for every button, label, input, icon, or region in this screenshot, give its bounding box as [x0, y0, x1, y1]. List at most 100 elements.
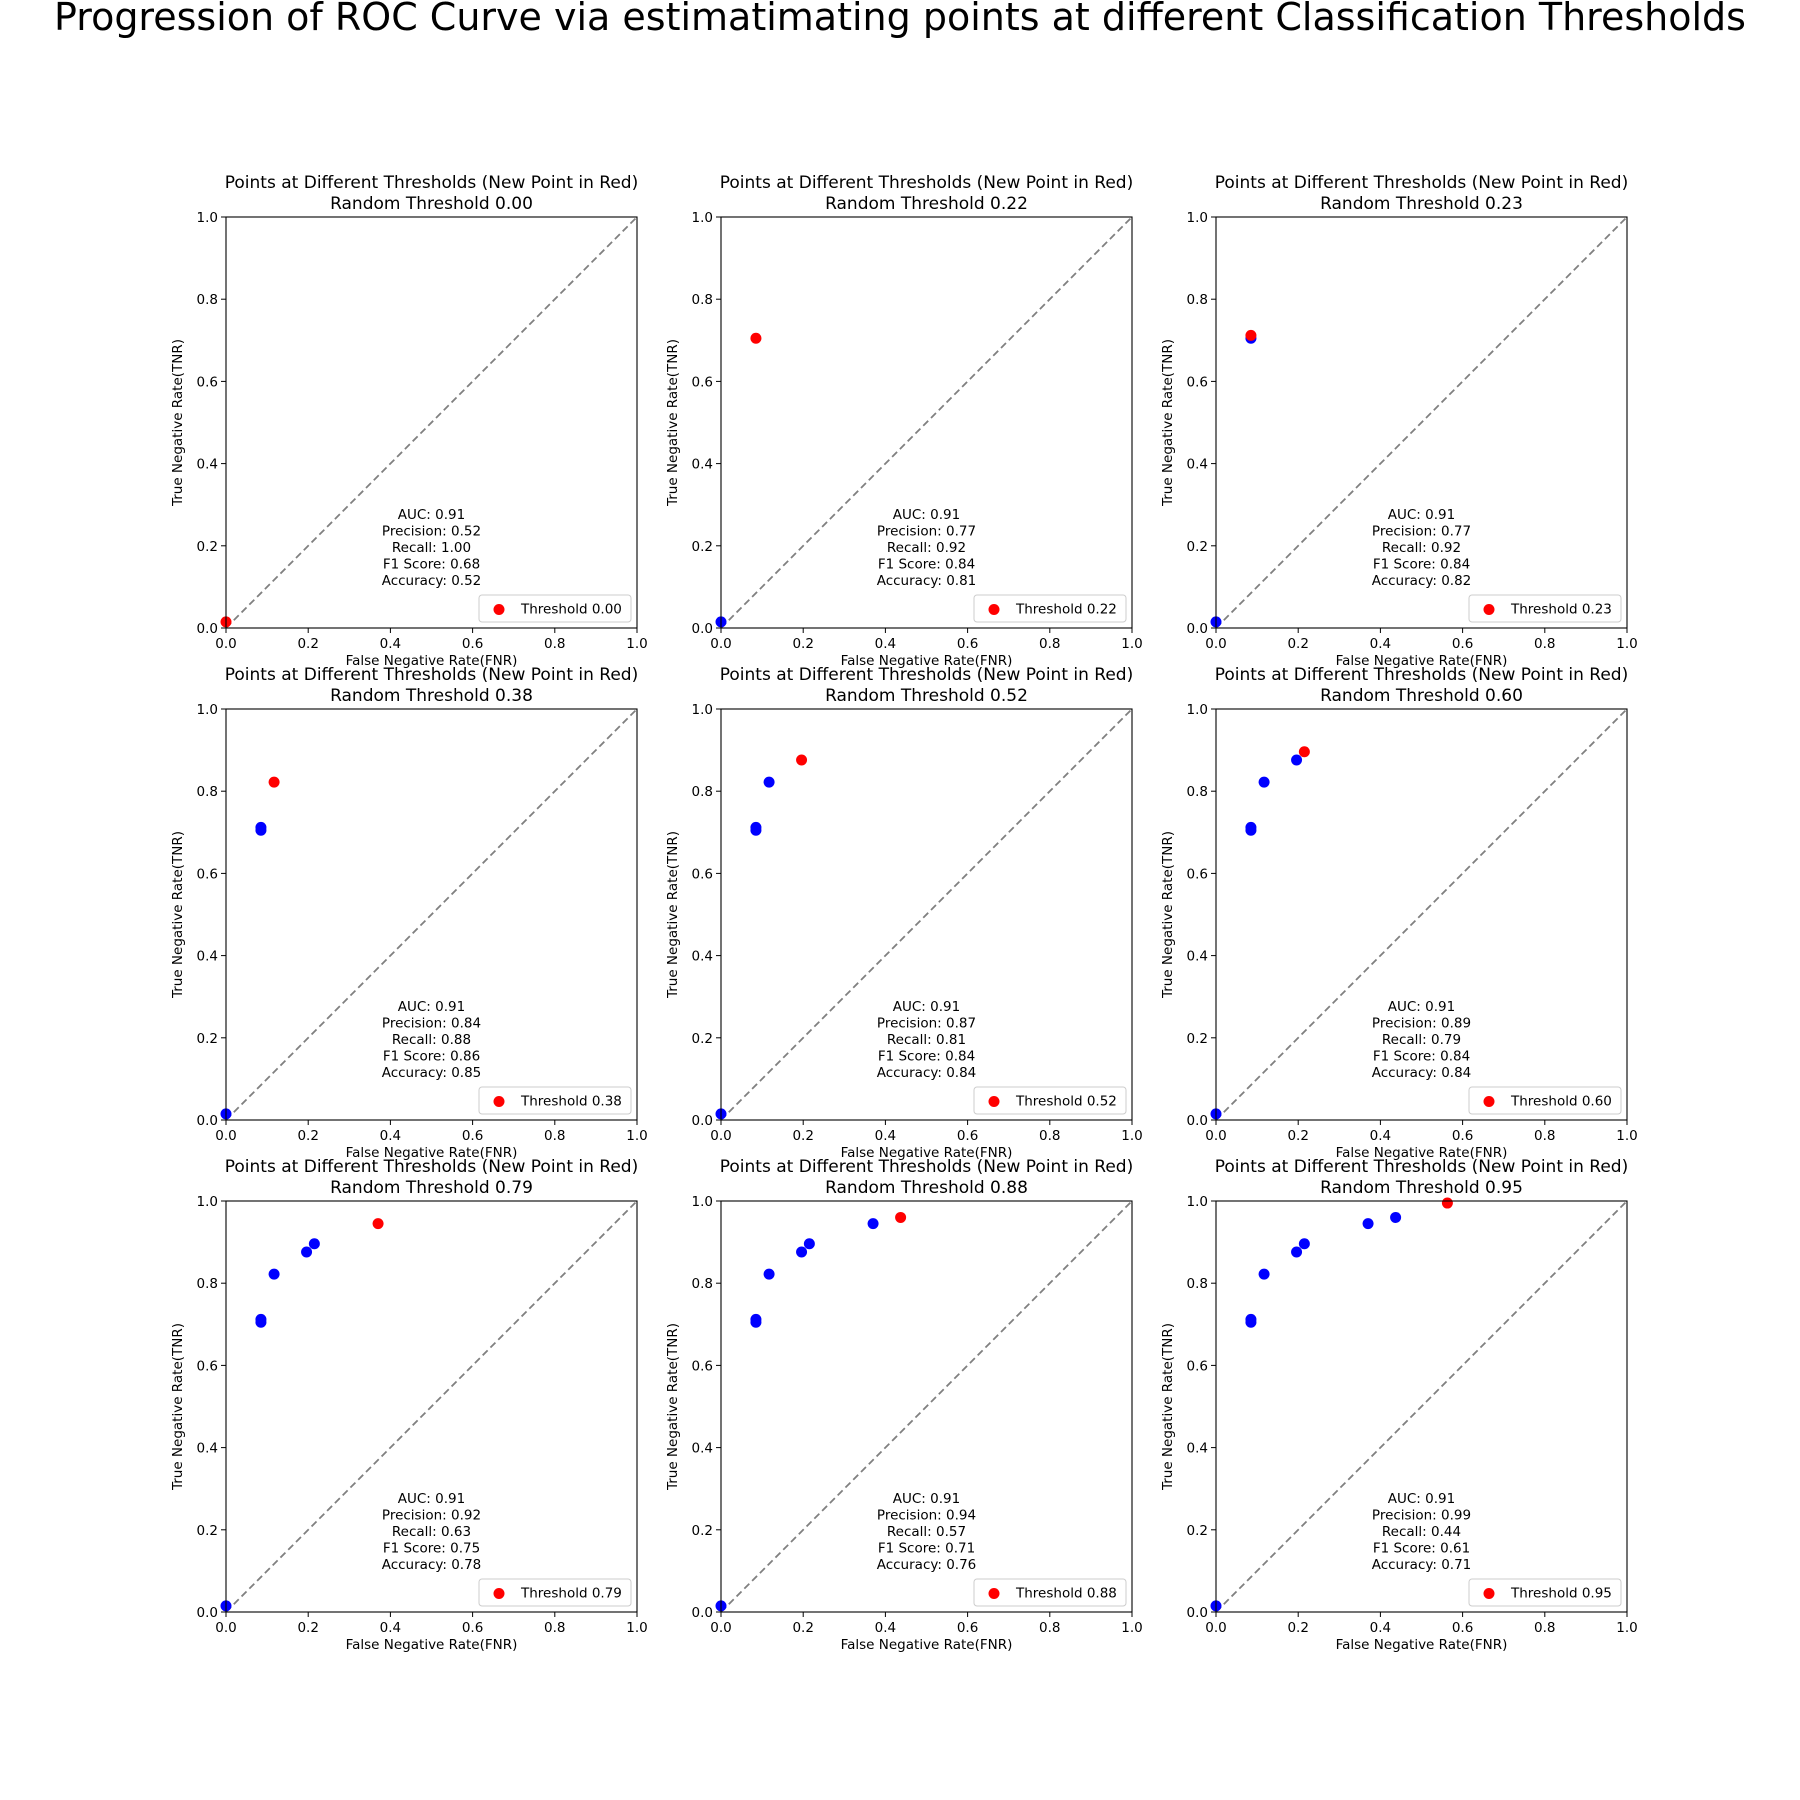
y-tick-label: 1.0 [1187, 702, 1208, 718]
metric-text: Recall: 0.81 [887, 1032, 966, 1048]
x-tick-label: 0.4 [875, 1128, 896, 1144]
subplot-1: Points at Different Thresholds (New Poin… [170, 173, 648, 669]
legend-box [1468, 1086, 1622, 1115]
metric-text: F1 Score: 0.84 [878, 1049, 975, 1065]
x-axis-label: False Negative Rate(FNR) [841, 1637, 1013, 1653]
metric-text: Accuracy: 0.76 [877, 1557, 977, 1573]
metric-text: Recall: 0.57 [887, 1524, 966, 1540]
metric-text: AUC: 0.91 [398, 507, 465, 523]
x-axis-label: False Negative Rate(FNR) [1336, 1637, 1508, 1653]
x-axis-label: False Negative Rate(FNR) [346, 1145, 518, 1161]
subplot-subtitle: Random Threshold 0.52 [825, 686, 1028, 706]
axes-frame [720, 216, 1133, 629]
x-tick-label: 1.0 [1616, 1128, 1637, 1144]
metric-text: Accuracy: 0.78 [382, 1557, 482, 1573]
previous-threshold-point [268, 1268, 280, 1280]
y-tick-label: 1.0 [197, 702, 218, 718]
x-tick-label: 1.0 [1616, 1620, 1637, 1636]
y-tick-label: 0.2 [692, 539, 713, 555]
previous-threshold-point [1298, 1238, 1310, 1250]
legend-box [973, 1578, 1127, 1607]
y-tick-label: 0.0 [692, 621, 713, 637]
y-tick-label: 0.4 [197, 949, 218, 965]
metric-text: Recall: 0.63 [392, 1524, 471, 1540]
legend-marker [493, 604, 505, 615]
y-tick-label: 0.6 [1187, 374, 1208, 390]
legend-marker [493, 1096, 505, 1107]
x-tick-label: 0.4 [380, 1620, 401, 1636]
axes-frame [1215, 1200, 1628, 1613]
x-tick-label: 0.4 [380, 1128, 401, 1144]
x-tick-label: 0.6 [1452, 636, 1473, 652]
legend-marker [988, 1588, 1000, 1599]
x-tick-label: 0.6 [462, 1128, 483, 1144]
y-tick-label: 1.0 [197, 1194, 218, 1210]
y-tick-label: 0.8 [1187, 292, 1208, 308]
x-tick-label: 0.8 [1534, 1620, 1555, 1636]
x-tick-label: 0.0 [1205, 1620, 1226, 1636]
previous-threshold-point [1362, 1218, 1374, 1230]
x-axis-label: False Negative Rate(FNR) [346, 1637, 518, 1653]
new-threshold-point [1245, 329, 1257, 341]
x-tick-label: 0.8 [544, 636, 565, 652]
axes-frame [1215, 216, 1628, 629]
y-tick-label: 0.6 [197, 374, 218, 390]
y-axis-label: True Negative Rate(TNR) [1160, 1323, 1176, 1491]
x-tick-label: 0.0 [710, 1128, 731, 1144]
x-tick-label: 0.0 [215, 1128, 236, 1144]
previous-threshold-point [750, 821, 762, 833]
x-tick-label: 0.6 [462, 1620, 483, 1636]
y-tick-label: 0.6 [1187, 866, 1208, 882]
y-tick-label: 0.4 [692, 457, 713, 473]
x-tick-label: 0.2 [1287, 1128, 1308, 1144]
x-tick-label: 0.8 [544, 1128, 565, 1144]
x-tick-label: 0.4 [1370, 636, 1391, 652]
y-axis-label: True Negative Rate(TNR) [1160, 339, 1176, 507]
diagonal-reference-line [1215, 1200, 1628, 1613]
previous-threshold-point [1245, 821, 1257, 833]
previous-threshold-point [763, 776, 775, 788]
metric-text: Recall: 1.00 [392, 540, 471, 556]
previous-threshold-point [750, 1313, 762, 1325]
y-axis-label: True Negative Rate(TNR) [1160, 831, 1176, 999]
y-axis-label: True Negative Rate(TNR) [665, 339, 681, 507]
y-tick-label: 0.0 [197, 1113, 218, 1129]
legend-label: Threshold 0.00 [520, 602, 622, 618]
x-tick-label: 0.2 [1287, 636, 1308, 652]
y-tick-label: 0.2 [1187, 539, 1208, 555]
axes-frame [225, 1200, 638, 1613]
y-tick-label: 0.6 [197, 866, 218, 882]
x-tick-label: 0.0 [1205, 1128, 1226, 1144]
x-tick-label: 1.0 [1121, 1128, 1142, 1144]
metric-text: Recall: 0.92 [1382, 540, 1461, 556]
x-tick-label: 0.4 [1370, 1128, 1391, 1144]
y-tick-label: 0.4 [1187, 949, 1208, 965]
new-threshold-point [1441, 1197, 1453, 1209]
new-threshold-point [750, 332, 762, 344]
x-tick-label: 0.0 [215, 1620, 236, 1636]
x-tick-label: 0.2 [297, 636, 318, 652]
x-tick-label: 0.8 [1039, 1620, 1060, 1636]
subplot-title: Points at Different Thresholds (New Poin… [720, 173, 1133, 193]
x-tick-label: 0.4 [875, 1620, 896, 1636]
axes-frame [225, 708, 638, 1121]
previous-threshold-point [308, 1238, 320, 1250]
x-tick-label: 0.0 [215, 636, 236, 652]
subplot-7: Points at Different Thresholds (New Poin… [170, 1157, 648, 1653]
metric-text: F1 Score: 0.86 [383, 1049, 480, 1065]
y-tick-label: 0.8 [197, 292, 218, 308]
y-tick-label: 0.4 [692, 1441, 713, 1457]
metric-text: AUC: 0.91 [893, 999, 960, 1015]
subplot-title: Points at Different Thresholds (New Poin… [1215, 1157, 1628, 1177]
metric-text: Precision: 0.52 [382, 524, 481, 540]
y-axis-label: True Negative Rate(TNR) [170, 1323, 186, 1491]
y-tick-label: 0.0 [197, 1605, 218, 1621]
subplot-title: Points at Different Thresholds (New Poin… [225, 173, 638, 193]
metric-text: F1 Score: 0.71 [878, 1541, 975, 1557]
diagonal-reference-line [1215, 708, 1628, 1121]
subplot-title: Points at Different Thresholds (New Poin… [1215, 665, 1628, 685]
y-tick-label: 1.0 [692, 1194, 713, 1210]
metric-text: Precision: 0.99 [1372, 1508, 1471, 1524]
previous-threshold-point [1390, 1211, 1402, 1223]
previous-threshold-point [1258, 776, 1270, 788]
